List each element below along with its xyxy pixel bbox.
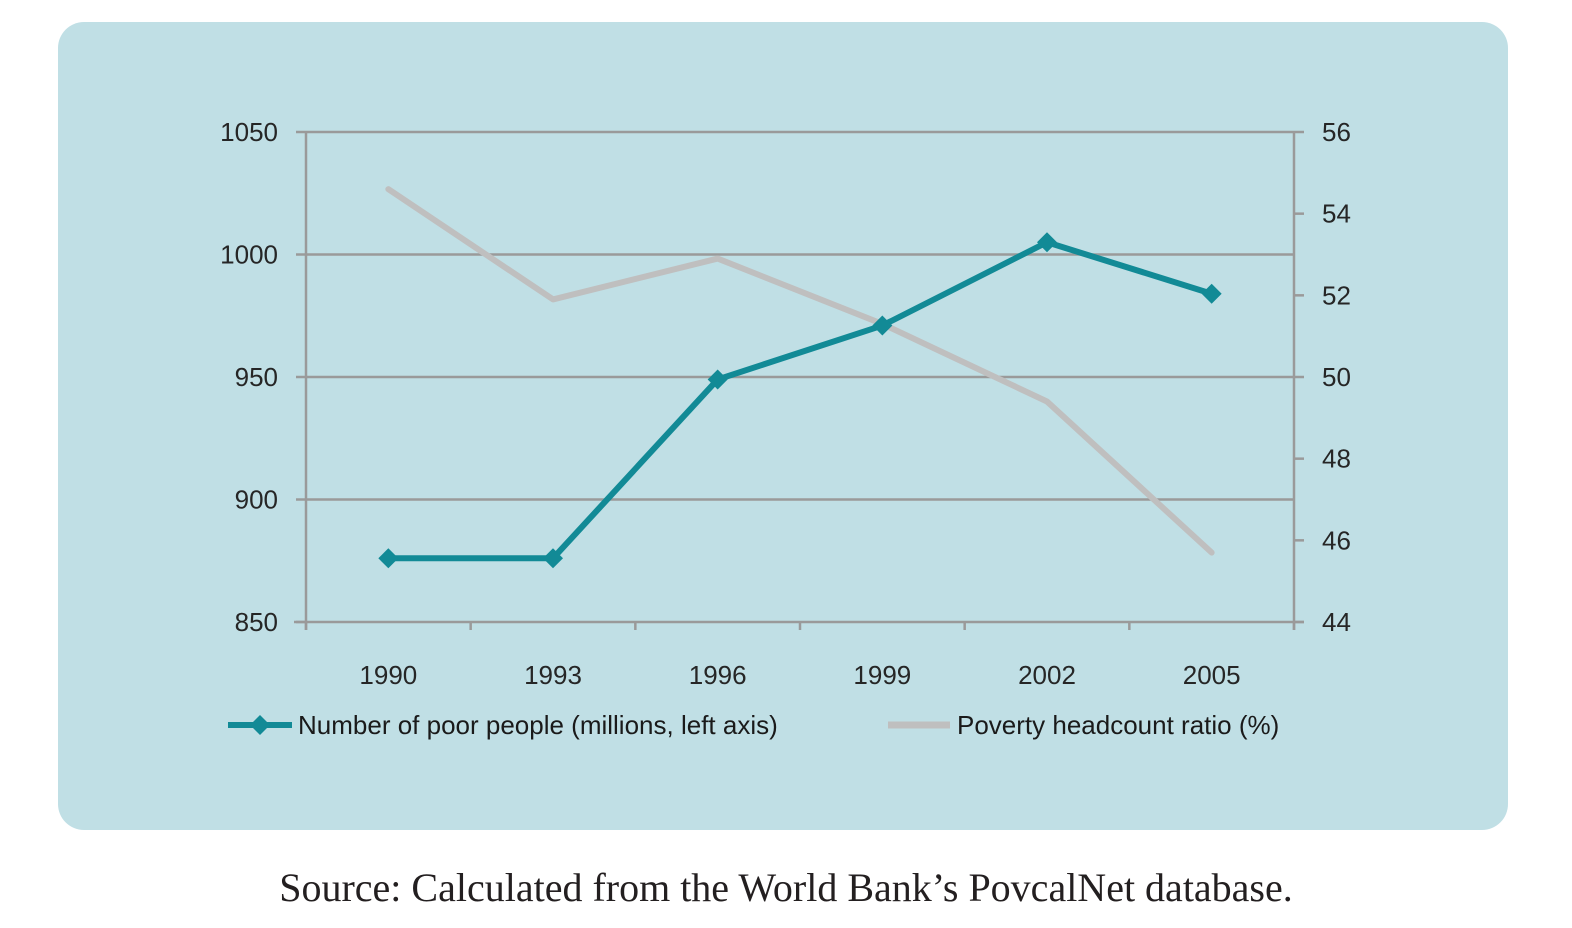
left-axis-ticks: 850 900 950 1000 1050 bbox=[220, 117, 306, 637]
source-note: Source: Calculated from the World Bank’s… bbox=[279, 865, 1293, 910]
data-point-marker bbox=[1037, 232, 1057, 253]
x-tick-label: 1996 bbox=[689, 660, 747, 690]
x-tick-label: 1999 bbox=[853, 660, 911, 690]
legend-label-poor-people: Number of poor people (millions, left ax… bbox=[298, 710, 778, 740]
x-axis-ticks: 1990 1993 1996 1999 2002 2005 bbox=[304, 622, 1296, 690]
right-tick-label: 56 bbox=[1322, 117, 1351, 147]
x-tick-label: 2002 bbox=[1018, 660, 1076, 690]
right-tick-label: 50 bbox=[1322, 362, 1351, 392]
right-tick-label: 54 bbox=[1322, 199, 1351, 229]
right-tick-label: 46 bbox=[1322, 525, 1351, 555]
data-point-marker bbox=[707, 369, 728, 390]
left-tick-label: 1050 bbox=[220, 117, 278, 147]
series-line-poverty-ratio bbox=[385, 186, 1215, 556]
legend-label-poverty-ratio: Poverty headcount ratio (%) bbox=[957, 710, 1279, 740]
left-tick-label: 1000 bbox=[220, 240, 278, 270]
data-point-marker bbox=[872, 315, 893, 336]
x-tick-label: 1993 bbox=[524, 660, 582, 690]
left-tick-label: 850 bbox=[235, 607, 278, 637]
left-tick-label: 900 bbox=[235, 485, 278, 515]
x-tick-label: 1990 bbox=[359, 660, 417, 690]
right-tick-label: 48 bbox=[1322, 444, 1351, 474]
series-line-poor-people bbox=[385, 239, 1215, 562]
chart-panel bbox=[58, 22, 1508, 830]
data-point-marker bbox=[378, 548, 399, 569]
series-group bbox=[378, 186, 1222, 569]
legend-marker-poor-people bbox=[250, 715, 270, 735]
x-tick-label: 2005 bbox=[1183, 660, 1241, 690]
legend: Number of poor people (millions, left ax… bbox=[228, 710, 1279, 740]
gridlines bbox=[306, 130, 1294, 501]
right-axis-ticks: 44 46 48 50 52 54 56 bbox=[1294, 117, 1351, 637]
data-point-marker bbox=[1201, 283, 1222, 304]
right-tick-label: 44 bbox=[1322, 607, 1351, 637]
right-tick-label: 52 bbox=[1322, 280, 1351, 310]
data-point-marker bbox=[543, 548, 563, 569]
left-tick-label: 950 bbox=[235, 362, 278, 392]
